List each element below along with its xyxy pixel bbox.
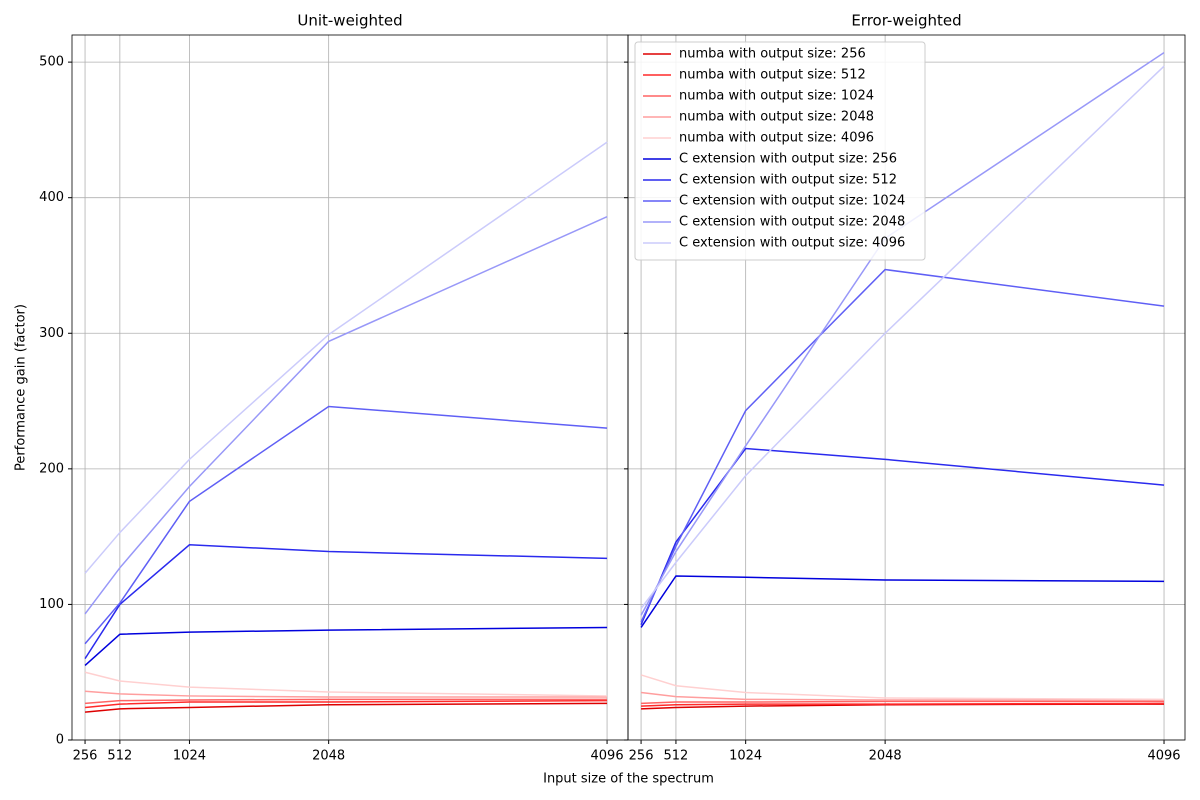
legend-label: C extension with output size: 2048	[679, 215, 905, 230]
legend-label: numba with output size: 4096	[679, 131, 874, 146]
series-line	[640, 691, 1165, 701]
legend: numba with output size: 256 numba with ou…	[634, 41, 926, 261]
legend-label: numba with output size: 1024	[679, 89, 874, 104]
series-line	[641, 700, 1165, 705]
legend-label: numba with output size: 256	[679, 47, 866, 62]
x-tick-label: 4096	[1147, 749, 1180, 764]
legend-label: C extension with output size: 512	[679, 173, 897, 188]
axes-frame	[71, 34, 629, 741]
series-line	[84, 671, 608, 697]
legend-label: C extension with output size: 1024	[679, 194, 905, 209]
series-line	[641, 702, 1165, 707]
series-line	[640, 52, 1165, 616]
y-tick-label: 0	[56, 733, 64, 748]
x-tick-label: 2048	[869, 749, 902, 764]
x-tick-label: 1024	[729, 749, 762, 764]
series-line	[84, 702, 608, 713]
legend-label: C extension with output size: 256	[679, 152, 897, 167]
x-tick-label: 4096	[591, 749, 624, 764]
series-line	[84, 699, 608, 709]
y-tick-label: 100	[39, 597, 64, 612]
series-line	[84, 215, 608, 615]
y-tick-label: 300	[39, 326, 64, 341]
series-line	[84, 698, 608, 705]
series-line	[640, 65, 1165, 609]
series-line	[640, 447, 1165, 626]
legend-label: numba with output size: 512	[679, 68, 866, 83]
series-line	[84, 690, 608, 698]
series-line	[640, 575, 1165, 628]
legend-label: numba with output size: 2048	[679, 110, 874, 125]
x-tick-label: 256	[73, 749, 98, 764]
legend-box	[634, 41, 926, 261]
x-tick-label: 512	[664, 749, 689, 764]
axes-frame	[627, 34, 1186, 741]
y-tick-label: 500	[39, 55, 64, 70]
chart-title: Error-weighted	[851, 12, 961, 30]
y-tick-label: 200	[39, 461, 64, 476]
series-line	[84, 141, 608, 574]
series-line	[84, 626, 608, 666]
x-tick-label: 256	[629, 749, 654, 764]
x-tick-label: 1024	[173, 749, 206, 764]
x-tick-label: 2048	[312, 749, 345, 764]
legend-label: C extension with output size: 4096	[679, 236, 905, 251]
y-tick-label: 400	[39, 190, 64, 205]
series-line	[640, 268, 1165, 623]
x-axis-label: Input size of the spectrum	[543, 772, 714, 787]
series-line	[84, 544, 608, 660]
series-line	[640, 674, 1165, 701]
series-line	[84, 405, 608, 645]
x-tick-label: 512	[107, 749, 132, 764]
chart-title: Unit-weighted	[297, 12, 402, 30]
y-axis-label: Performance gain (factor)	[14, 304, 29, 471]
